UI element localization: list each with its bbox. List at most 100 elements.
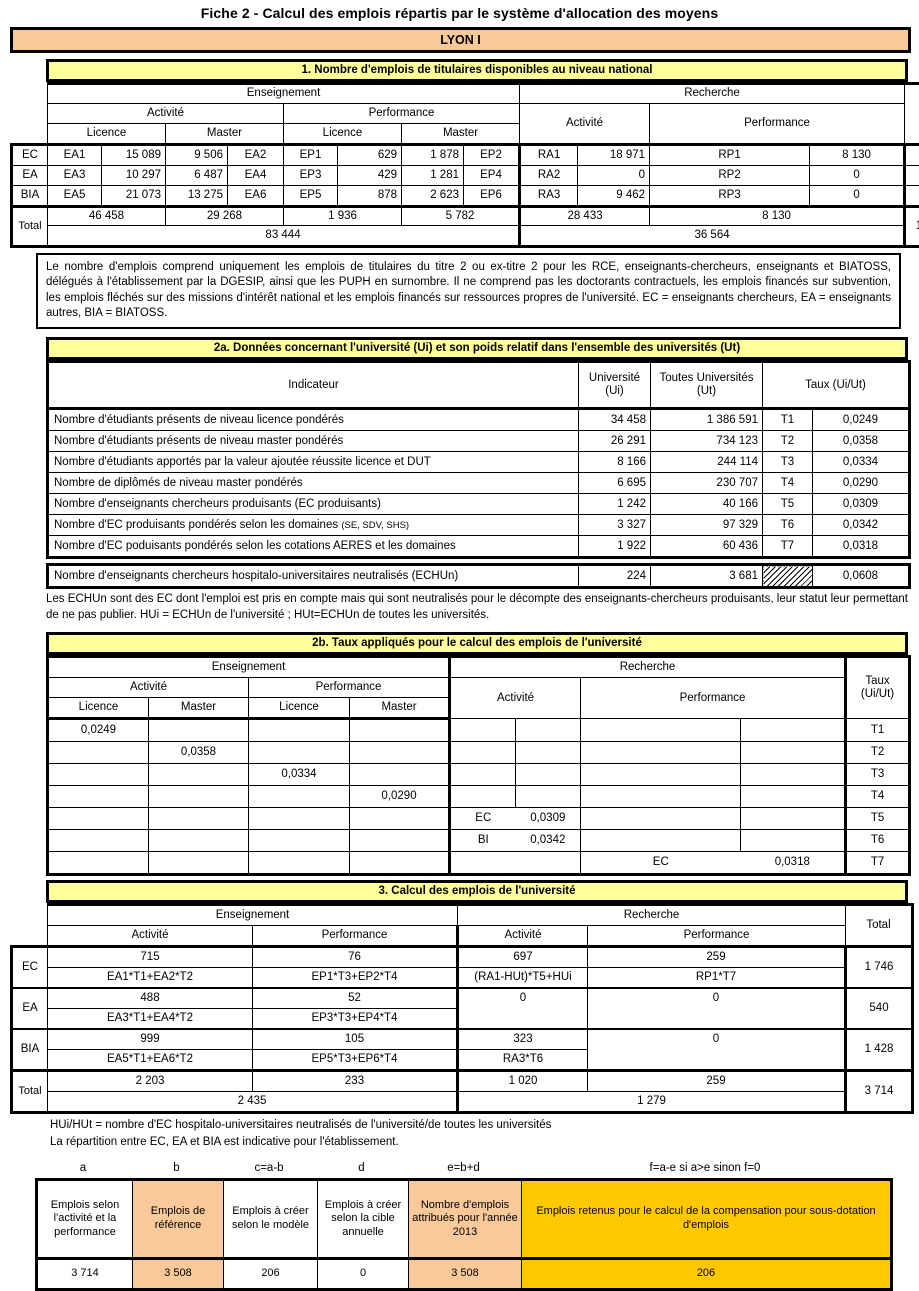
t5-ens-act-lic [48,808,149,830]
section2b-heading: 2b. Taux appliqués pour le calcul des em… [48,634,907,654]
section1-rech-activite-label: Activité [520,104,650,145]
ea3-value: 10 297 [102,166,166,186]
t3-rech-perf-code [581,764,741,786]
t6-ens-perf-mas [350,830,450,852]
ep2-code: EP2 [464,145,520,166]
indicateur-t5: Nombre d'enseignants chercheurs produisa… [48,494,579,515]
t2-rech-perf-val [741,742,846,764]
total-recherche-sum: 36 564 [520,226,905,247]
echun-table: Nombre d'enseignants chercheurs hospital… [46,563,911,589]
section3-total-label: Total [12,1071,48,1113]
t1-rech-act-code [450,719,516,742]
code-t2: T2 [763,431,813,452]
summary-letter-e: e=b+d [407,1162,520,1178]
total-enseignement-sum: 83 444 [48,226,520,247]
ut-echun: 3 681 [651,565,763,588]
section1-total-header: Total [905,84,919,145]
t2-ens-act-lic [48,742,149,764]
section1-sub-row: Activité Performance Activité Performanc… [12,104,919,124]
section3-total-ens-perf: 233 [253,1071,458,1092]
taux-t6: 0,0342 [813,515,910,536]
section3-heading-table: 3. Calcul des emplois de l'université [46,880,908,903]
section1-heading-table: 1. Nombre d'emplois de titulaires dispon… [46,59,908,82]
section2b-table: Enseignement Recherche Taux (Ui/Ut) Acti… [46,655,911,876]
t6-ens-perf-lic [249,830,350,852]
ui-t4: 6 695 [579,473,651,494]
table-row: 0,0290 T4 [48,786,910,808]
section3-total-rech-act: 1 020 [458,1071,588,1092]
ec-rech-perf-formula: RP1*T7 [588,968,846,989]
row-total-bia: 47 311 [905,186,919,207]
t1-rech-perf-val [741,719,846,742]
table-row: EC 0,0309 T5 [48,808,910,830]
section1-table: Enseignement Recherche Total Activité Pe… [10,82,919,248]
section2b-group-row: Enseignement Recherche Taux (Ui/Ut) [48,657,910,678]
ea-ens-perf-formula: EP3*T3+EP4*T4 [253,1009,458,1030]
ec-ens-act-formula: EA1*T1+EA2*T2 [48,968,253,989]
t7-ens-perf-mas [350,852,450,875]
section2a-header-row: Indicateur Université (Ui) Toutes Univer… [48,362,910,409]
total-rech-performance: 8 130 [650,207,905,226]
ec-rech-act-formula: (RA1-HUt)*T5+HUi [458,968,588,989]
table-row: Nombre d'enseignants chercheurs produisa… [48,494,910,515]
col-universite-line1: Université [579,372,650,385]
section2b-ens-activite-label: Activité [48,678,249,698]
summary-col-d-value: 0 [318,1258,409,1289]
t5-code: T5 [846,808,910,830]
indicateur-t4: Nombre de diplômés de niveau master pond… [48,473,579,494]
ep3-code: EP3 [284,166,338,186]
section1-col-master-act: Master [166,124,284,145]
section2b-ens-performance-label: Performance [249,678,450,698]
bia-ens-perf-formula: EP5*T3+EP6*T4 [253,1050,458,1071]
table-row: BI 0,0342 T6 [48,830,910,852]
t4-code: T4 [846,786,910,808]
table-row: Nombre d'EC produisants pondérés selon l… [48,515,910,536]
ec-ens-perf-formula: EP1*T3+EP2*T4 [253,968,458,989]
section2a-note: Les ECHUn sont des EC dont l'emploi est … [46,592,908,623]
row-total-ea: 18 494 [905,166,919,186]
ra3-value: 9 462 [578,186,650,207]
taux-t5: 0,0309 [813,494,910,515]
indicateur-t2: Nombre d'étudiants présents de niveau ma… [48,431,579,452]
t2-ens-act-mas: 0,0358 [149,742,249,764]
t2-rech-perf-code [581,742,741,764]
table-row: 0,0334 T3 [48,764,910,786]
t5-rech-perf-code [581,808,741,830]
fiche-page: Fiche 2 - Calcul des emplois répartis pa… [0,0,919,1262]
ea-ens-perf-value: 52 [253,988,458,1009]
summary-letter-f: f=a-e si a>e sinon f=0 [520,1162,890,1178]
taux-t7: 0,0318 [813,536,910,558]
summary-letter-row: a b c=a-b d e=b+d f=a-e si a>e sinon f=0 [35,1162,890,1178]
total-ens-perf-licence: 1 936 [284,207,402,226]
t3-code: T3 [846,764,910,786]
ea-total-value: 540 [846,988,913,1029]
section2b-heading-table: 2b. Taux appliqués pour le calcul des em… [46,632,908,655]
table-row: Nombre de diplômés de niveau master pond… [48,473,910,494]
ut-t2: 734 123 [651,431,763,452]
ea5-code: EA5 [48,186,102,207]
ra1-value: 18 971 [578,145,650,166]
section2a-body-wrap: Indicateur Université (Ui) Toutes Univer… [0,360,919,559]
section2b-taux-line1: Taux [847,675,908,688]
t2-rech-act-code [450,742,516,764]
rp3-code: RP3 [650,186,810,207]
section2a-note-wrap: Les ECHUn sont des EC dont l'emploi est … [0,589,916,623]
t4-rech-act-val [516,786,581,808]
ep5-code: EP5 [284,186,338,207]
section2b-rech-performance-label: Performance [581,678,846,719]
section1-col-licence-act: Licence [48,124,166,145]
t6-ens-act-mas [149,830,249,852]
section2b-col-licence-perf: Licence [249,698,350,719]
section2b-col-licence-act: Licence [48,698,149,719]
section1-recherche-label: Recherche [520,84,905,104]
summary-col-b-label: Emplois de référence [133,1179,224,1258]
ec-total-value: 1 746 [846,947,913,989]
ra2-value: 0 [578,166,650,186]
section1-group-row: Enseignement Recherche Total [12,84,919,104]
ep5-value: 878 [338,186,402,207]
t3-ens-perf-lic: 0,0334 [249,764,350,786]
section1-body-wrap: Enseignement Recherche Total Activité Pe… [0,82,919,248]
t6-rech-act-val: 0,0342 [516,830,581,852]
ep3-value: 429 [338,166,402,186]
ra1-code: RA1 [520,145,578,166]
